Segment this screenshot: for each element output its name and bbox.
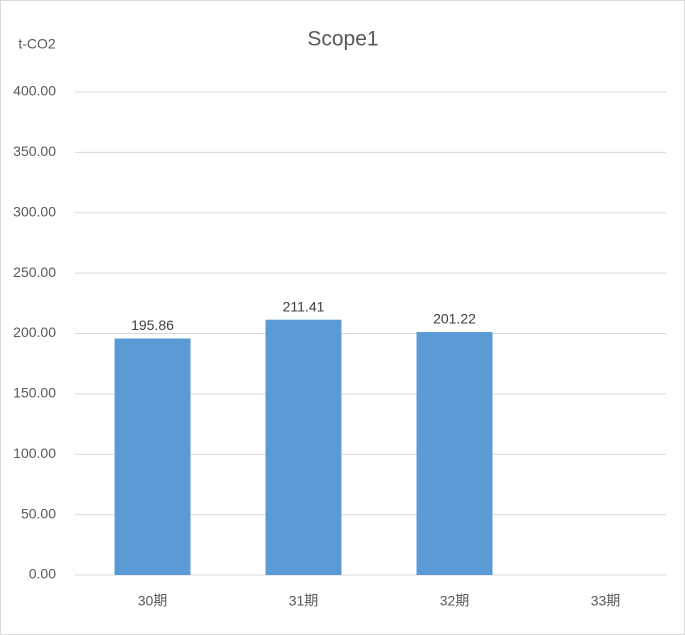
- y-tick-label: 100.00: [13, 445, 56, 461]
- chart-title: Scope1: [307, 28, 378, 51]
- bar: [114, 338, 191, 575]
- y-tick-label: 300.00: [13, 203, 56, 219]
- y-tick-label: 200.00: [13, 324, 56, 340]
- y-tick-label: 0.00: [29, 566, 56, 582]
- bar: [265, 319, 342, 575]
- x-tick-label: 33期: [591, 593, 621, 609]
- bar: [416, 332, 493, 575]
- y-tick-label: 400.00: [13, 83, 56, 99]
- y-tick-label: 250.00: [13, 264, 56, 280]
- data-label: 195.86: [131, 317, 174, 333]
- y-tick-label: 150.00: [13, 385, 56, 401]
- x-tick-label: 32期: [440, 593, 470, 609]
- y-tick-label: 50.00: [21, 505, 56, 521]
- y-tick-label: 350.00: [13, 143, 56, 159]
- x-tick-label: 31期: [289, 593, 319, 609]
- y-axis-label: t-CO2: [18, 36, 56, 52]
- x-tick-label: 30期: [138, 593, 168, 609]
- data-label: 201.22: [433, 311, 476, 327]
- data-label: 211.41: [283, 298, 325, 314]
